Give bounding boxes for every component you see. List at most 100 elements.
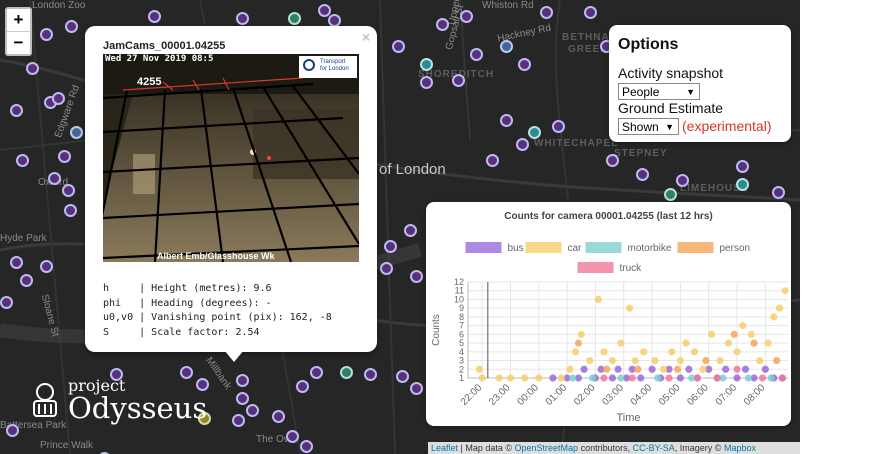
data-point-truck — [713, 374, 721, 382]
data-point-motorbike — [767, 374, 775, 382]
x-tick-label: 22:00 — [459, 382, 485, 408]
camera-marker[interactable] — [318, 4, 331, 17]
camera-marker[interactable] — [300, 440, 313, 453]
camera-marker[interactable] — [20, 274, 33, 287]
data-point-car — [566, 365, 574, 373]
logo-small-text: project — [68, 376, 126, 395]
camera-street: Albert Emb/Glasshouse Wk — [157, 251, 275, 261]
camera-marker[interactable] — [380, 262, 393, 275]
mapbox-link[interactable]: Mapbox — [723, 443, 756, 453]
data-point-person — [634, 365, 642, 373]
camera-marker[interactable] — [364, 368, 377, 381]
camera-marker[interactable] — [236, 374, 249, 387]
camera-marker[interactable] — [180, 366, 193, 379]
camera-marker[interactable] — [110, 368, 123, 381]
camera-marker[interactable] — [198, 412, 211, 425]
camera-marker[interactable] — [392, 40, 405, 53]
camera-marker[interactable] — [736, 160, 749, 173]
camera-marker[interactable] — [606, 154, 619, 167]
camera-marker[interactable] — [470, 48, 483, 61]
camera-marker[interactable] — [236, 392, 249, 405]
camera-marker[interactable] — [16, 154, 29, 167]
camera-marker[interactable] — [310, 366, 323, 379]
camera-marker[interactable] — [528, 126, 541, 139]
camera-marker[interactable] — [636, 168, 649, 181]
camera-marker[interactable] — [518, 58, 531, 71]
camera-marker[interactable] — [396, 370, 409, 383]
data-point-car — [535, 374, 543, 382]
zoom-out-button[interactable]: − — [13, 33, 24, 52]
camera-marker[interactable] — [70, 126, 83, 139]
camera-marker[interactable] — [236, 12, 249, 25]
camera-marker[interactable] — [196, 378, 209, 391]
x-axis-title: Time — [616, 412, 640, 424]
camera-marker[interactable] — [676, 174, 689, 187]
camera-marker[interactable] — [48, 172, 61, 185]
activity-snapshot-select[interactable]: People ▼ — [618, 83, 700, 100]
param-desc: Heading (degrees): - — [151, 297, 272, 309]
camera-marker[interactable] — [0, 296, 13, 309]
leaflet-link[interactable]: Leaflet — [431, 443, 459, 453]
camera-marker[interactable] — [10, 256, 23, 269]
camera-marker[interactable] — [286, 430, 299, 443]
data-point-car — [764, 339, 772, 347]
camera-marker[interactable] — [6, 424, 19, 437]
data-point-truck — [693, 374, 701, 382]
data-point-bus — [705, 365, 713, 373]
tfl-badge: Transport for London — [299, 56, 357, 78]
camera-marker[interactable] — [404, 224, 417, 237]
data-point-car — [756, 356, 764, 365]
camera-marker[interactable] — [232, 414, 245, 427]
camera-marker[interactable] — [64, 204, 77, 217]
camera-marker[interactable] — [288, 12, 301, 25]
camera-timestamp: Wed 27 Nov 2019 08:5 — [105, 54, 214, 64]
camera-marker[interactable] — [272, 410, 285, 423]
map-label: LIMEHOUSE — [680, 183, 749, 194]
camera-marker[interactable] — [772, 186, 785, 199]
camera-marker[interactable] — [500, 114, 513, 127]
camera-marker[interactable] — [148, 10, 161, 23]
legend-label: person — [720, 243, 751, 254]
tfl-roundel-icon — [303, 59, 315, 71]
camera-marker[interactable] — [26, 62, 39, 75]
camera-marker[interactable] — [460, 10, 473, 23]
camera-marker[interactable] — [664, 188, 677, 201]
zoom-in-button[interactable]: + — [7, 9, 30, 32]
camera-marker[interactable] — [552, 120, 565, 133]
camera-marker[interactable] — [516, 138, 529, 151]
camera-marker[interactable] — [58, 150, 71, 163]
camera-marker[interactable] — [62, 184, 75, 197]
data-point-car — [625, 304, 634, 312]
camera-marker[interactable] — [540, 6, 553, 19]
x-tick-label: 01:00 — [544, 382, 570, 408]
camera-marker[interactable] — [452, 74, 465, 87]
camera-marker[interactable] — [410, 382, 423, 395]
data-point-car — [639, 348, 648, 356]
camera-marker[interactable] — [486, 154, 499, 167]
camera-marker[interactable] — [296, 380, 309, 393]
data-point-person — [750, 339, 758, 347]
camera-marker[interactable] — [340, 366, 353, 379]
camera-marker[interactable] — [420, 58, 433, 71]
y-tick-label: 6 — [459, 329, 464, 339]
data-point-car — [668, 348, 676, 356]
camera-marker[interactable] — [52, 92, 65, 105]
camera-marker[interactable] — [420, 76, 433, 89]
camera-marker[interactable] — [436, 18, 449, 31]
cc-by-sa-link[interactable]: CC-BY-SA — [632, 443, 675, 453]
camera-marker[interactable] — [410, 270, 423, 283]
camera-marker[interactable] — [736, 178, 749, 191]
camera-marker[interactable] — [65, 20, 78, 33]
camera-marker[interactable] — [246, 404, 259, 417]
y-tick-label: 5 — [459, 338, 464, 348]
camera-marker[interactable] — [500, 40, 513, 53]
osm-link[interactable]: OpenStreetMap — [514, 443, 579, 453]
camera-marker[interactable] — [584, 6, 597, 19]
popup-close-button[interactable]: × — [361, 29, 370, 45]
ground-estimate-select[interactable]: Shown ▼ — [618, 118, 679, 135]
camera-marker[interactable] — [40, 260, 53, 273]
camera-marker[interactable] — [10, 104, 23, 117]
param-symbol: u0,v0 — [103, 312, 140, 323]
camera-marker[interactable] — [384, 240, 397, 253]
camera-marker[interactable] — [40, 28, 53, 41]
